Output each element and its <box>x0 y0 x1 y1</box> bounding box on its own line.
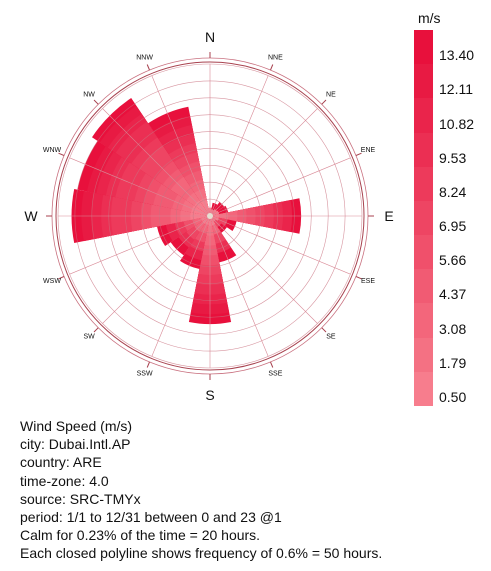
legend-tick-label: 1.79 <box>439 354 467 371</box>
direction-spoke <box>102 108 211 217</box>
direction-spoke <box>209 75 269 217</box>
legend-color-segment <box>414 303 433 339</box>
direction-tick <box>270 361 274 368</box>
legend-color-segment <box>414 337 433 373</box>
direction-label-W: W <box>24 208 38 224</box>
direction-label-SE: SE <box>326 333 336 340</box>
legend-color-segment <box>414 235 433 270</box>
legend-tick-label: 8.24 <box>439 183 467 200</box>
direction-spoke <box>69 157 211 217</box>
direction-spoke <box>151 215 211 357</box>
info-line: time-zone: 4.0 <box>20 472 109 489</box>
info-line: source: SRC-TMYx <box>20 490 141 507</box>
legend-color-segment <box>414 269 433 304</box>
direction-spoke <box>209 108 318 217</box>
direction-label-E: E <box>384 208 393 224</box>
info-line: Calm for 0.23% of the time = 20 hours. <box>20 527 261 544</box>
direction-spoke <box>209 215 318 324</box>
direction-label-SW: SW <box>83 333 95 340</box>
legend-color-segment <box>414 98 433 134</box>
legend-tick-label: 12.11 <box>439 81 473 98</box>
legend-unit: m/s <box>418 10 441 26</box>
direction-tick <box>93 327 99 333</box>
direction-tick <box>58 152 65 156</box>
direction-tick <box>93 99 99 105</box>
legend-color-segment <box>414 30 433 65</box>
legend-tick-label: 5.66 <box>439 252 467 269</box>
info-block: Wind Speed (m/s) city: Dubai.Intl.AP cou… <box>20 417 382 563</box>
direction-spoke <box>209 215 269 357</box>
legend-color-segment <box>414 64 433 99</box>
direction-label-S: S <box>205 387 214 403</box>
direction-spoke <box>151 75 211 217</box>
direction-label-SSW: SSW <box>137 371 153 378</box>
direction-label-NNE: NNE <box>268 55 283 62</box>
legend-tick-label: 4.37 <box>439 286 467 303</box>
direction-label-WNW: WNW <box>43 147 62 154</box>
direction-tick <box>321 327 327 333</box>
legend-tick-label: 6.95 <box>439 218 467 235</box>
direction-spoke <box>102 215 211 324</box>
direction-spoke <box>209 157 351 217</box>
direction-label-ENE: ENE <box>361 147 376 154</box>
info-line: country: ARE <box>20 454 102 471</box>
info-title: Wind Speed (m/s) <box>20 418 133 434</box>
direction-label-SSE: SSE <box>268 371 282 378</box>
legend-tick-label: 0.50 <box>439 389 467 405</box>
direction-label-WSW: WSW <box>43 278 61 285</box>
direction-tick <box>321 99 327 105</box>
info-line: Each closed polyline shows frequency of … <box>20 545 383 562</box>
legend-color-segment <box>414 371 433 407</box>
legend-tick-label: 13.40 <box>439 47 475 64</box>
outer-ring <box>55 61 365 371</box>
direction-tick <box>355 276 362 280</box>
direction-tick <box>146 64 150 71</box>
legend-tick-label: 10.82 <box>439 115 475 132</box>
info-line: city: Dubai.Intl.AP <box>20 436 131 453</box>
direction-spoke <box>69 215 211 275</box>
direction-label-NNW: NNW <box>136 55 153 62</box>
direction-label-ESE: ESE <box>361 278 375 285</box>
legend-tick-label: 3.08 <box>439 320 467 337</box>
legend-tick-label: 9.53 <box>439 149 467 166</box>
legend-color-bar <box>414 30 433 407</box>
direction-label-NE: NE <box>326 92 336 99</box>
direction-tick <box>58 276 65 280</box>
direction-tick <box>146 361 150 368</box>
legend-color-segment <box>414 200 433 236</box>
calm-center <box>207 213 213 219</box>
direction-label-N: N <box>205 29 215 45</box>
direction-spoke <box>209 215 351 275</box>
direction-tick <box>270 64 274 71</box>
direction-label-NW: NW <box>83 92 95 99</box>
legend-color-segment <box>414 132 433 168</box>
info-line: period: 1/1 to 12/31 between 0 and 23 @1 <box>20 509 282 526</box>
legend-color-segment <box>414 166 433 202</box>
direction-tick <box>355 152 362 156</box>
